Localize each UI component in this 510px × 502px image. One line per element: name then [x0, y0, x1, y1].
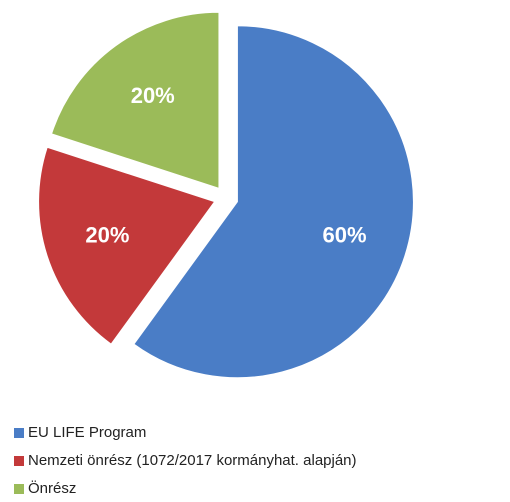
legend-swatch [14, 456, 24, 466]
legend-swatch [14, 484, 24, 494]
pie-slice [133, 25, 414, 379]
legend-label: EU LIFE Program [28, 424, 146, 441]
legend-swatch [14, 428, 24, 438]
data-label: 20% [131, 83, 175, 108]
pie-slice [50, 11, 220, 189]
data-label: 60% [323, 222, 367, 247]
pie-slice [38, 146, 216, 345]
data-label: 20% [85, 222, 129, 247]
legend-label: Nemzeti önrész (1072/2017 kormányhat. al… [28, 452, 357, 469]
legend-label: Önrész [28, 479, 76, 497]
